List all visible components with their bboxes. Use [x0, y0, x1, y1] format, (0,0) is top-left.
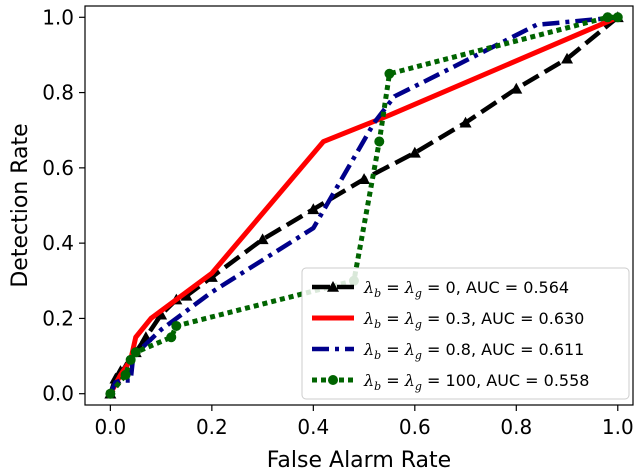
- data-point: [510, 82, 523, 94]
- data-point: [256, 233, 269, 245]
- data-point: [171, 320, 182, 331]
- data-point: [374, 136, 385, 147]
- data-point: [459, 116, 472, 128]
- plot-frame: [84, 5, 634, 406]
- data-point: [612, 12, 623, 23]
- legend-label: λb = λg = 0.8, AUC = 0.611: [363, 340, 584, 362]
- legend-marker: [328, 375, 338, 385]
- y-tick-label: 0.2: [42, 306, 74, 330]
- data-point: [561, 52, 574, 64]
- data-point: [358, 173, 371, 184]
- x-tick-label: 0.4: [297, 415, 329, 439]
- data-point: [105, 388, 116, 399]
- data-point: [130, 347, 141, 358]
- x-tick-label: 0.6: [399, 415, 431, 439]
- data-point: [205, 271, 218, 282]
- series-2: [108, 15, 618, 395]
- series-1: [108, 14, 619, 395]
- x-tick-label: 0.0: [94, 415, 126, 439]
- legend-label: λb = λg = 0, AUC = 0.564: [363, 278, 569, 300]
- y-tick-label: 0.4: [42, 231, 74, 255]
- data-point: [125, 354, 136, 365]
- y-tick-label: 0.6: [42, 156, 74, 180]
- data-point: [180, 289, 193, 301]
- y-tick-label: 0.8: [42, 81, 74, 105]
- x-tick-label: 0.2: [196, 415, 228, 439]
- data-point: [307, 203, 320, 215]
- data-point: [384, 68, 395, 79]
- y-axis-title: Detection Rate: [8, 123, 33, 287]
- legend-label: λb = λg = 100, AUC = 0.558: [363, 371, 589, 393]
- series-line: [108, 15, 618, 395]
- data-point: [602, 12, 613, 23]
- legend: λb = λg = 0, AUC = 0.564 λb = λg = 0.3, A…: [301, 267, 630, 400]
- legend-label: λb = λg = 0.3, AUC = 0.630: [363, 309, 584, 331]
- legend-marker: [327, 281, 339, 292]
- data-point: [120, 369, 131, 380]
- y-axis: 0.0 0.2 0.4 0.6 0.8 1.0: [42, 5, 85, 406]
- y-tick-label: 1.0: [42, 5, 74, 29]
- data-point: [166, 332, 177, 343]
- series-line: [108, 14, 619, 395]
- series-3: [105, 12, 623, 399]
- legend-box: [301, 267, 630, 400]
- x-tick-label: 1.0: [602, 415, 634, 439]
- data-point: [408, 146, 421, 158]
- x-tick-label: 0.8: [500, 415, 532, 439]
- data-point: [155, 308, 168, 320]
- y-tick-label: 0.0: [42, 382, 74, 406]
- x-axis: 0.0 0.2 0.4 0.6 0.8 1.0: [94, 405, 634, 439]
- x-axis-title: False Alarm Rate: [267, 448, 451, 473]
- series-layer: [104, 11, 624, 399]
